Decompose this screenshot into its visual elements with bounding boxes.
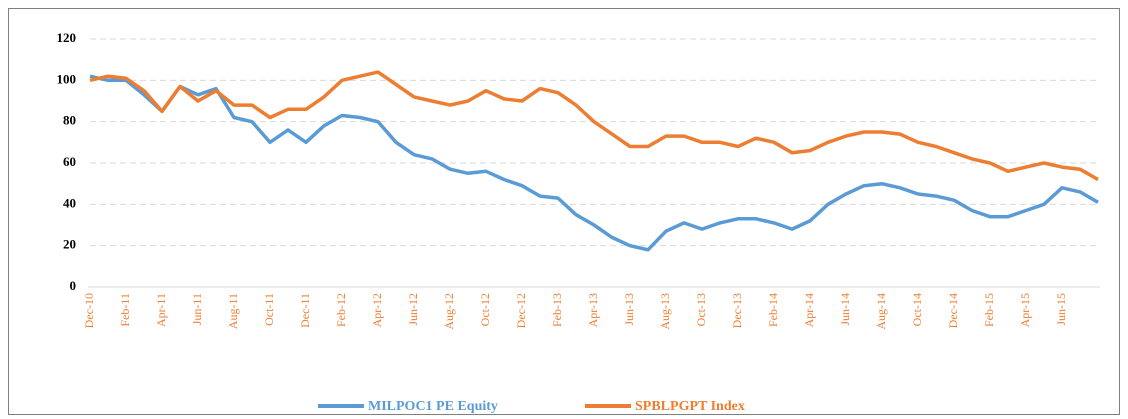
y-tick-label: 80 <box>63 113 76 128</box>
chart-border <box>8 8 1120 415</box>
y-tick-label: 100 <box>57 71 77 86</box>
series-line <box>89 74 1099 252</box>
x-tick-label: Jun-11 <box>190 293 204 325</box>
x-tick-label: Aug-14 <box>874 293 888 330</box>
x-tick-label: Feb-15 <box>982 293 996 327</box>
x-tick-label: Dec-14 <box>946 293 960 328</box>
x-tick-label: Feb-14 <box>766 293 780 327</box>
y-tick-label: 40 <box>63 195 76 210</box>
x-tick-label: Apr-11 <box>154 293 168 327</box>
x-tick-label: Jun-15 <box>1054 293 1068 326</box>
x-tick-label: Jun-13 <box>622 293 636 326</box>
x-tick-label: Oct-14 <box>910 293 924 326</box>
x-tick-label: Jun-14 <box>838 293 852 326</box>
y-tick-label: 0 <box>70 278 77 293</box>
y-tick-label: 120 <box>57 30 77 45</box>
series-line <box>89 70 1099 182</box>
x-tick-label: Jun-12 <box>406 293 420 326</box>
x-tick-label: Apr-13 <box>586 293 600 327</box>
x-tick-label: Oct-11 <box>262 293 276 326</box>
y-tick-label: 60 <box>63 154 76 169</box>
x-tick-label: Feb-11 <box>118 293 132 327</box>
y-tick-label: 20 <box>63 237 76 252</box>
x-tick-label: Apr-15 <box>1018 293 1032 327</box>
x-tick-label: Oct-13 <box>694 293 708 326</box>
x-tick-label: Apr-12 <box>370 293 384 327</box>
x-tick-label: Oct-12 <box>478 293 492 326</box>
x-tick-label: Dec-10 <box>82 293 96 328</box>
x-tick-label: Dec-11 <box>298 293 312 328</box>
x-tick-label: Aug-11 <box>226 293 240 329</box>
x-tick-label: Feb-13 <box>550 293 564 327</box>
x-tick-label: Aug-12 <box>442 293 456 330</box>
x-tick-label: Dec-12 <box>514 293 528 328</box>
legend-label: MILPOC1 PE Equity <box>368 399 498 414</box>
x-tick-label: Aug-13 <box>658 293 672 330</box>
x-tick-label: Feb-12 <box>334 293 348 327</box>
x-tick-label: Apr-14 <box>802 293 816 327</box>
x-tick-label: Dec-13 <box>730 293 744 328</box>
legend-label: SPBLPGPT Index <box>635 399 745 414</box>
